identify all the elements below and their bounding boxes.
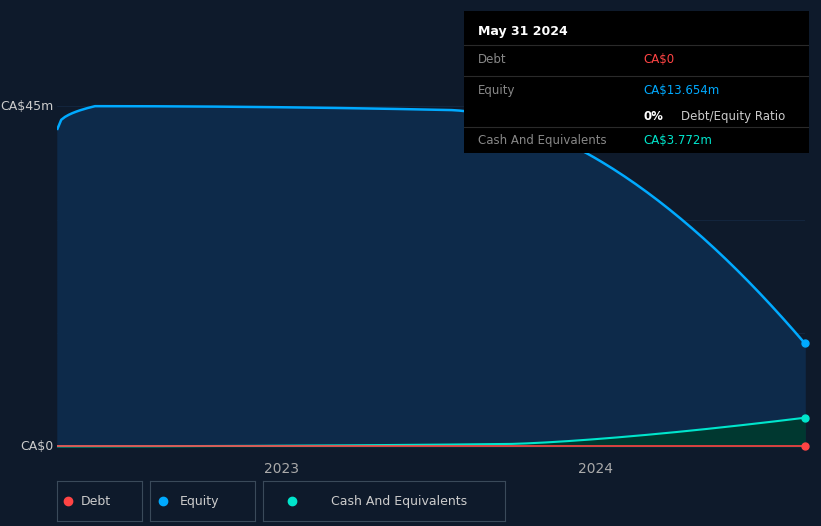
- Text: Cash And Equivalents: Cash And Equivalents: [478, 134, 606, 147]
- Text: CA$13.654m: CA$13.654m: [643, 84, 719, 97]
- Text: May 31 2024: May 31 2024: [478, 25, 567, 38]
- Text: CA$45m: CA$45m: [1, 99, 53, 113]
- Text: Cash And Equivalents: Cash And Equivalents: [331, 494, 466, 508]
- Text: Debt/Equity Ratio: Debt/Equity Ratio: [681, 110, 786, 123]
- Text: CA$0: CA$0: [643, 53, 674, 66]
- Text: CA$3.772m: CA$3.772m: [643, 134, 712, 147]
- Text: Debt: Debt: [81, 494, 112, 508]
- Text: Debt: Debt: [478, 53, 507, 66]
- Text: Equity: Equity: [180, 494, 219, 508]
- Text: Equity: Equity: [478, 84, 515, 97]
- Text: 0%: 0%: [643, 110, 663, 123]
- Text: CA$0: CA$0: [21, 440, 53, 453]
